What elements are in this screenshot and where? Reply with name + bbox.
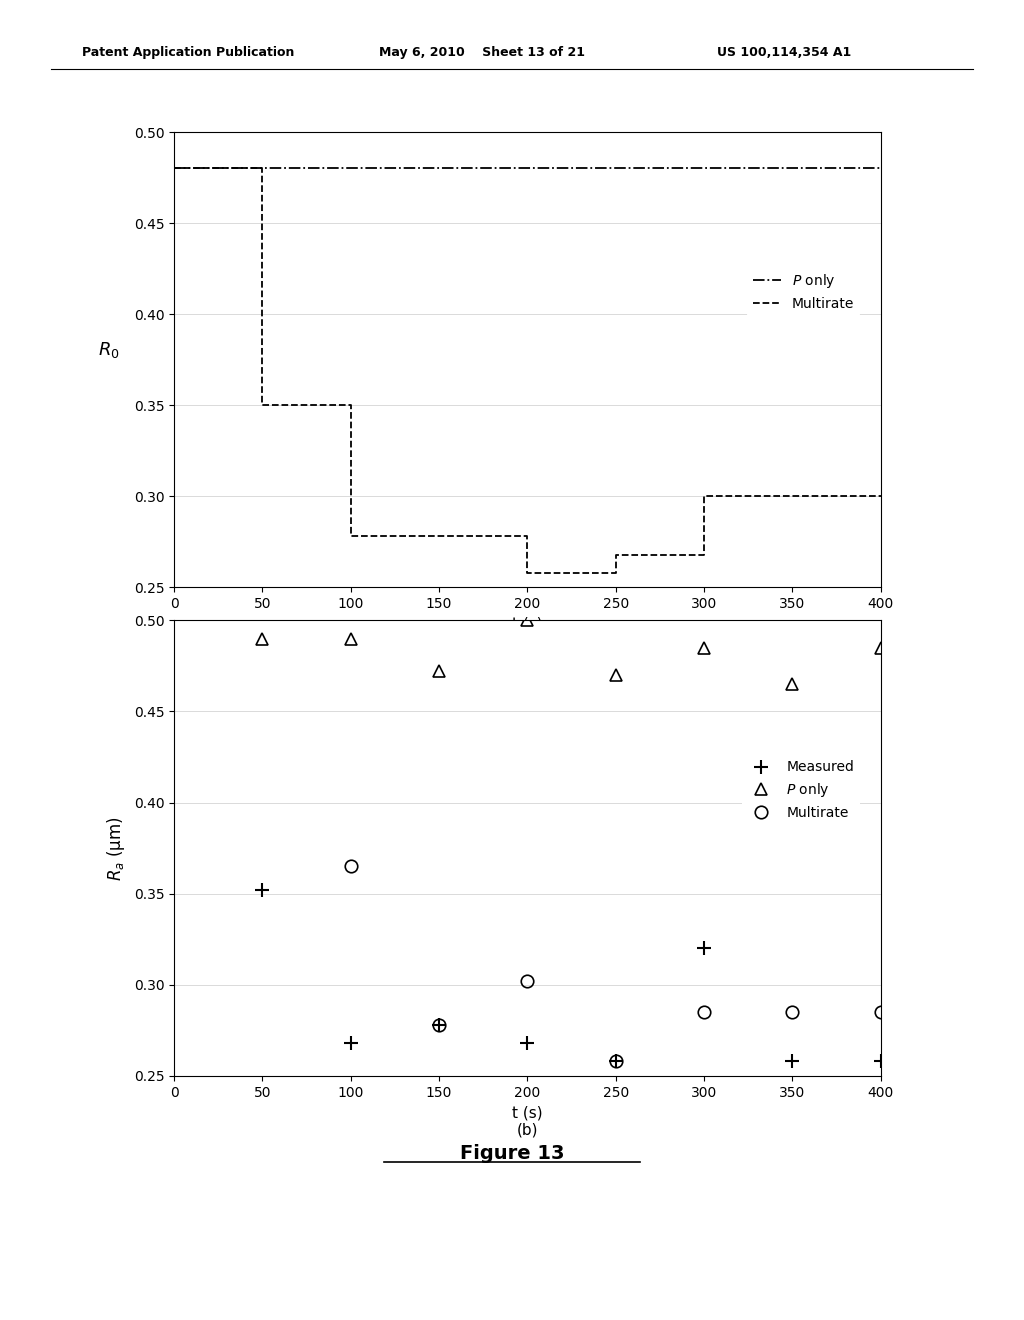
Text: Figure 13: Figure 13 [460, 1144, 564, 1163]
Y-axis label: $R_0$: $R_0$ [98, 339, 120, 360]
Text: US 100,114,354 A1: US 100,114,354 A1 [717, 46, 851, 59]
Legend: $P$ only, Multirate: $P$ only, Multirate [748, 267, 859, 317]
Text: May 6, 2010    Sheet 13 of 21: May 6, 2010 Sheet 13 of 21 [379, 46, 585, 59]
Legend: Measured, $P$ only, Multirate: Measured, $P$ only, Multirate [741, 755, 859, 826]
Text: Patent Application Publication: Patent Application Publication [82, 46, 294, 59]
X-axis label: t (s)
(b): t (s) (b) [512, 1105, 543, 1138]
X-axis label: t (s)
(a): t (s) (a) [512, 616, 543, 649]
Y-axis label: $R_a$ (μm): $R_a$ (μm) [104, 816, 127, 880]
